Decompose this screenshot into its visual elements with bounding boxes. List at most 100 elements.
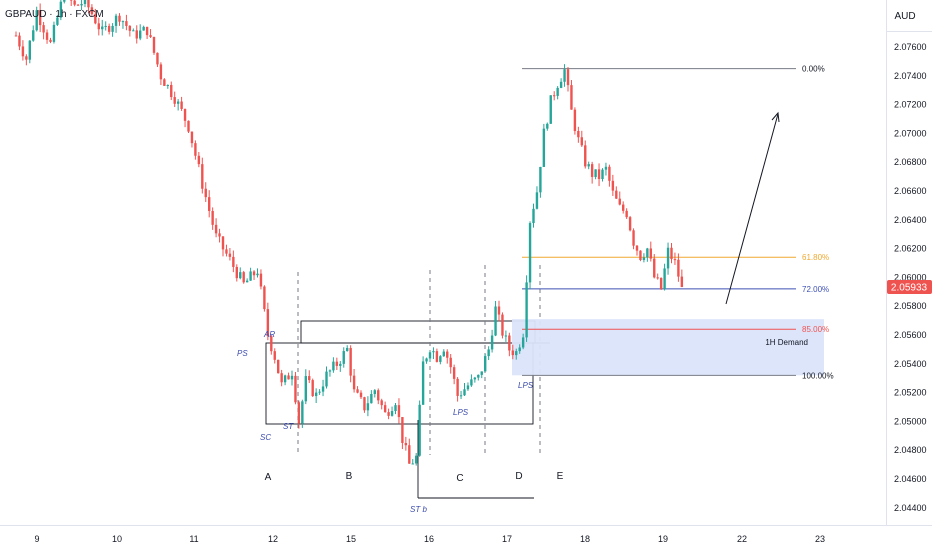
candle[interactable] (314, 388, 318, 403)
candle[interactable] (370, 390, 373, 404)
candle[interactable] (573, 107, 577, 135)
candle[interactable] (211, 207, 214, 230)
candle[interactable] (515, 348, 518, 360)
candle[interactable] (321, 379, 325, 397)
candle[interactable] (273, 348, 276, 364)
candle[interactable] (204, 182, 207, 203)
candle[interactable] (625, 208, 628, 219)
candle[interactable] (594, 169, 597, 180)
candle[interactable] (228, 248, 232, 261)
candle[interactable] (45, 29, 49, 44)
candle[interactable] (14, 31, 18, 37)
candle[interactable] (521, 333, 525, 350)
candle[interactable] (308, 370, 311, 384)
candle[interactable] (135, 25, 138, 44)
candle[interactable] (83, 0, 87, 8)
candle[interactable] (639, 250, 642, 262)
candle[interactable] (446, 349, 449, 364)
candle[interactable] (359, 390, 363, 399)
candle[interactable] (563, 64, 566, 87)
candle[interactable] (301, 399, 304, 428)
candle[interactable] (397, 398, 401, 424)
candle[interactable] (80, 0, 83, 11)
candle[interactable] (304, 369, 307, 405)
candle[interactable] (125, 14, 128, 31)
candle[interactable] (635, 244, 639, 256)
candle[interactable] (132, 28, 135, 32)
candle[interactable] (25, 54, 28, 66)
candle[interactable] (590, 161, 594, 184)
candle[interactable] (642, 253, 646, 263)
candle[interactable] (170, 81, 173, 101)
candle[interactable] (366, 396, 370, 417)
candle[interactable] (601, 168, 604, 182)
candle[interactable] (56, 15, 59, 26)
candle[interactable] (418, 400, 421, 457)
candle[interactable] (425, 357, 428, 364)
candle[interactable] (297, 400, 301, 429)
candle[interactable] (214, 218, 218, 238)
candle[interactable] (356, 386, 359, 394)
candle[interactable] (577, 126, 580, 143)
candle[interactable] (470, 374, 473, 387)
candle[interactable] (346, 345, 349, 352)
candle[interactable] (256, 268, 259, 278)
candle[interactable] (101, 19, 104, 36)
candle[interactable] (377, 388, 380, 405)
candle[interactable] (383, 401, 387, 413)
candle[interactable] (484, 353, 487, 372)
candle[interactable] (494, 300, 497, 337)
candle[interactable] (249, 267, 252, 281)
candle[interactable] (432, 347, 435, 360)
candle[interactable] (328, 369, 332, 377)
projection-arrow[interactable] (725, 111, 780, 305)
candle[interactable] (163, 78, 166, 86)
candle[interactable] (18, 32, 21, 51)
candle[interactable] (487, 346, 490, 361)
candle[interactable] (611, 174, 615, 197)
candle[interactable] (480, 371, 483, 379)
candle[interactable] (287, 372, 290, 380)
candle[interactable] (511, 344, 514, 360)
candle[interactable] (176, 99, 180, 111)
candle[interactable] (339, 361, 342, 372)
candle[interactable] (415, 453, 418, 466)
candle[interactable] (38, 3, 42, 33)
candle[interactable] (87, 0, 90, 14)
candle[interactable] (142, 25, 145, 31)
candle[interactable] (97, 17, 100, 36)
candle[interactable] (114, 13, 118, 33)
candle[interactable] (466, 382, 470, 391)
candle[interactable] (649, 241, 652, 262)
candle[interactable] (449, 354, 452, 374)
candle[interactable] (539, 166, 542, 198)
candle[interactable] (63, 0, 66, 4)
candle[interactable] (628, 215, 632, 232)
candle[interactable] (139, 24, 142, 41)
candle[interactable] (156, 52, 159, 67)
candle[interactable] (311, 378, 314, 398)
candle[interactable] (266, 302, 270, 341)
candle[interactable] (473, 376, 477, 383)
candle[interactable] (145, 26, 149, 40)
candle[interactable] (21, 40, 25, 61)
candle[interactable] (456, 377, 459, 402)
candle[interactable] (632, 228, 635, 250)
candle[interactable] (111, 23, 114, 37)
candle[interactable] (673, 252, 677, 265)
candle[interactable] (428, 350, 432, 363)
candle[interactable] (166, 84, 169, 89)
candle[interactable] (439, 355, 442, 365)
candle[interactable] (435, 348, 439, 363)
candle[interactable] (325, 366, 328, 389)
candle[interactable] (201, 157, 204, 194)
candle[interactable] (277, 359, 280, 374)
candle[interactable] (680, 269, 684, 288)
candle[interactable] (608, 164, 611, 187)
candle[interactable] (121, 20, 125, 29)
candle[interactable] (118, 13, 121, 26)
candle[interactable] (542, 123, 546, 168)
candle[interactable] (363, 396, 366, 413)
